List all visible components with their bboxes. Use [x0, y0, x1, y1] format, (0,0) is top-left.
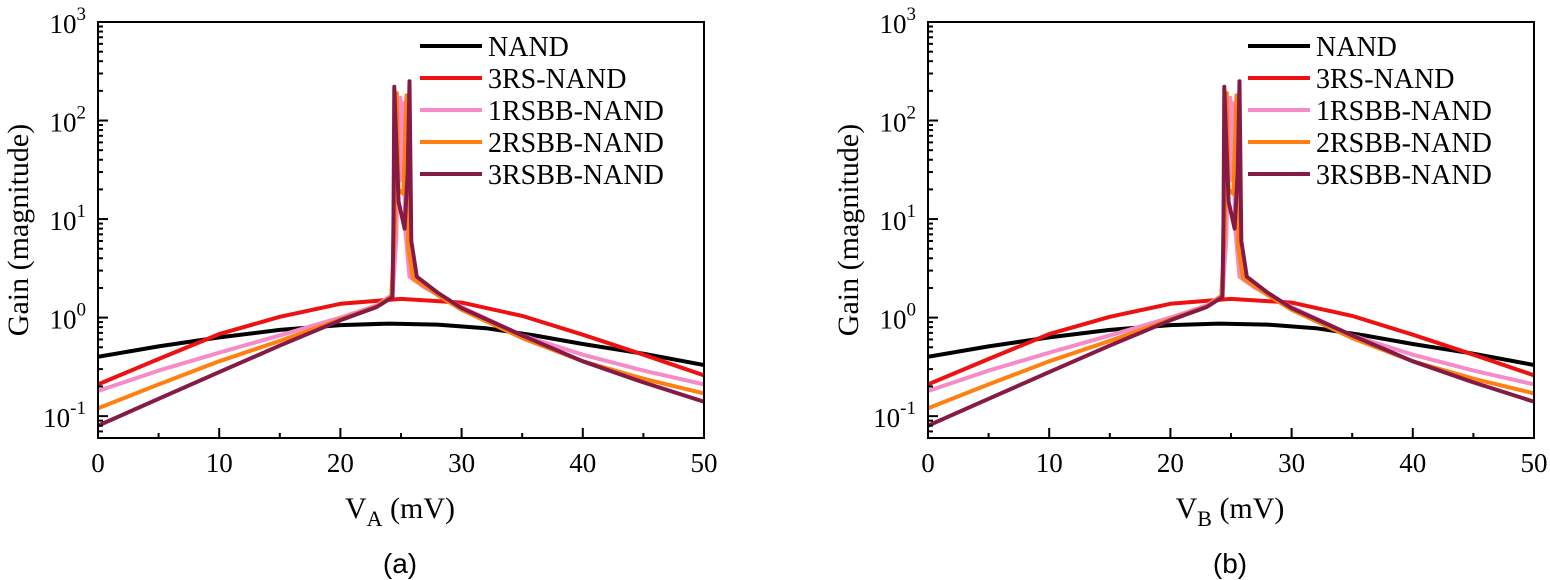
y-tick-label: 102 [50, 103, 87, 138]
legend-label: 3RS-NAND [488, 64, 626, 95]
y-tick-label: 100 [50, 300, 87, 335]
legend-label: 1RSBB-NAND [488, 96, 664, 127]
legend: NAND3RS-NAND1RSBB-NAND2RSBB-NAND3RSBB-NA… [420, 32, 664, 191]
legend-label: NAND [488, 32, 569, 63]
y-tick-label: 101 [50, 201, 87, 236]
series-line-3rsbb-nand [928, 79, 1534, 428]
chart-panel-b: 0 10 20 30 40 50 10-1 100 101 102 103 Gain (magnitu… [832, 4, 1548, 579]
y-tick-label: 101 [880, 201, 917, 236]
panel-label: (b) [1213, 548, 1247, 579]
y-tick-label: 100 [880, 300, 917, 335]
x-tick-label: 20 [1157, 448, 1184, 478]
x-tick-label: 50 [691, 448, 718, 478]
x-tick-label: 40 [569, 448, 596, 478]
legend-label: 3RSBB-NAND [1316, 160, 1492, 191]
series-line-3rs-nand [98, 296, 704, 387]
legend-label: 3RS-NAND [1316, 64, 1454, 95]
x-tick-label: 40 [1399, 448, 1426, 478]
series-line-3rsbb-nand [98, 79, 704, 428]
chart-panel-a: 0 10 20 30 40 50 10-1 100 101 102 103 Gain (magnitu… [2, 4, 718, 579]
x-axis-label: VA (mV) [345, 492, 455, 531]
series-group [98, 79, 704, 428]
series-group [928, 79, 1534, 428]
x-tick-label: 0 [921, 448, 935, 478]
y-axis-label: Gain (magnitude) [832, 124, 865, 336]
legend-label: 3RSBB-NAND [488, 160, 664, 191]
series-line-2rsbb-nand [928, 91, 1534, 411]
series-line-3rs-nand [928, 296, 1534, 387]
legend-label: 2RSBB-NAND [1316, 128, 1492, 159]
y-tick-label: 103 [880, 4, 917, 39]
series-line-2rsbb-nand [98, 91, 704, 411]
x-tick-label: 50 [1521, 448, 1548, 478]
y-tick-label: 10-1 [43, 398, 86, 433]
x-tick-label: 10 [206, 448, 233, 478]
x-axis-label: VB (mV) [1176, 492, 1285, 531]
legend-label: NAND [1316, 32, 1397, 63]
y-tick-label: 103 [50, 4, 87, 39]
legend: NAND3RS-NAND1RSBB-NAND2RSBB-NAND3RSBB-NA… [1248, 32, 1492, 191]
y-axis-label: Gain (magnitude) [2, 124, 35, 336]
panel-label: (a) [383, 548, 417, 579]
legend-label: 2RSBB-NAND [488, 128, 664, 159]
x-tick-label: 10 [1036, 448, 1063, 478]
y-tick-label: 10-1 [873, 398, 916, 433]
legend-label: 1RSBB-NAND [1316, 96, 1492, 127]
x-tick-label: 30 [1278, 448, 1305, 478]
x-tick-label: 20 [327, 448, 354, 478]
x-tick-label: 0 [91, 448, 105, 478]
x-tick-label: 30 [448, 448, 475, 478]
y-tick-label: 102 [880, 103, 917, 138]
